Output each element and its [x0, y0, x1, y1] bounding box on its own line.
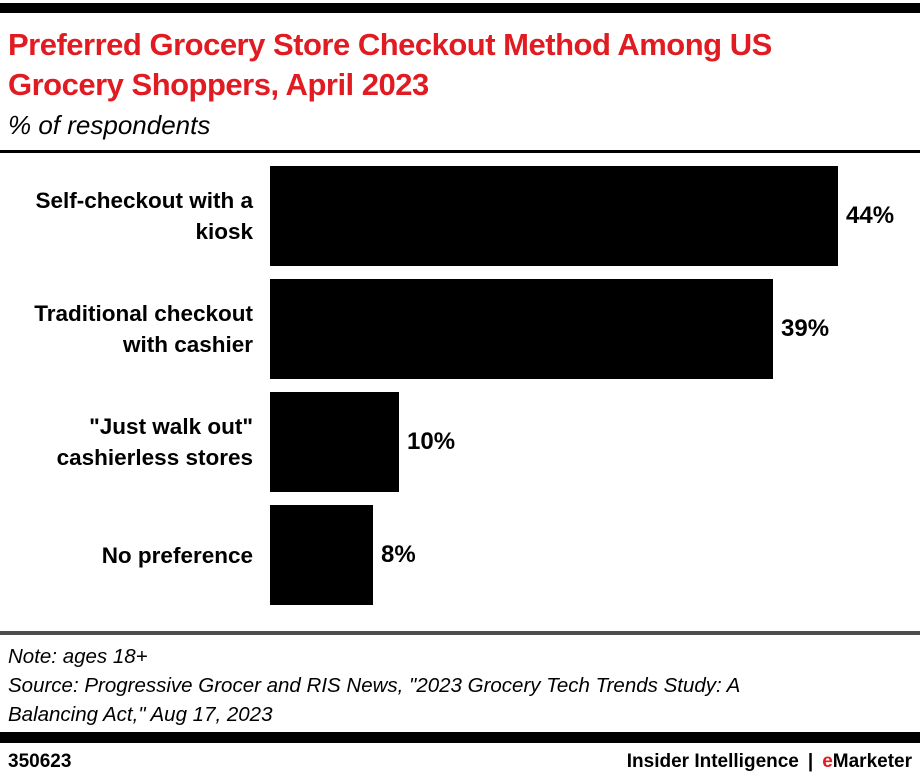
notes-section: Note: ages 18+ Source: Progressive Groce… — [0, 635, 920, 729]
bar — [270, 166, 838, 266]
value-label: 39% — [781, 315, 830, 342]
header-divider — [0, 150, 920, 153]
bar-chart: Self-checkout with a kiosk 44% Tradition… — [0, 153, 920, 631]
footer-row: 350623 Insider Intelligence | eMarketer — [0, 743, 920, 773]
chart-row: "Just walk out" cashierless stores 10% — [0, 392, 920, 492]
chart-subtitle: % of respondents — [8, 110, 211, 140]
note-text: Note: ages 18+ — [8, 645, 148, 668]
chart-row: No preference 8% — [0, 505, 920, 605]
bar — [270, 279, 773, 379]
value-label: 44% — [846, 202, 895, 229]
category-label: Traditional checkout with cashier — [34, 301, 253, 357]
top-accent-bar — [0, 3, 920, 13]
footer-accent-bar — [0, 732, 920, 743]
chart-row: Self-checkout with a kiosk 44% — [0, 166, 920, 266]
source-text: Source: Progressive Grocer and RIS News,… — [8, 674, 741, 726]
value-label: 10% — [407, 428, 456, 455]
category-label: Self-checkout with a kiosk — [35, 188, 253, 244]
brand-separator: | — [807, 751, 814, 772]
emarketer-e: e — [822, 751, 833, 772]
chart-row: Traditional checkout with cashier 39% — [0, 279, 920, 379]
chart-title: Preferred Grocery Store Checkout Method … — [8, 27, 772, 102]
category-label: No preference — [101, 542, 253, 568]
bar — [270, 505, 373, 605]
chart-header: Preferred Grocery Store Checkout Method … — [0, 13, 920, 142]
brand-logos: Insider Intelligence | eMarketer — [627, 751, 912, 773]
insider-intelligence-logo: Insider Intelligence — [626, 751, 799, 772]
chart-id: 350623 — [8, 751, 72, 772]
emarketer-rest: Marketer — [832, 751, 912, 772]
category-label: "Just walk out" cashierless stores — [56, 414, 253, 470]
footer-divider — [0, 631, 920, 635]
bar — [270, 392, 399, 492]
value-label: 8% — [381, 541, 416, 568]
emarketer-logo: eMarketer — [822, 751, 912, 773]
